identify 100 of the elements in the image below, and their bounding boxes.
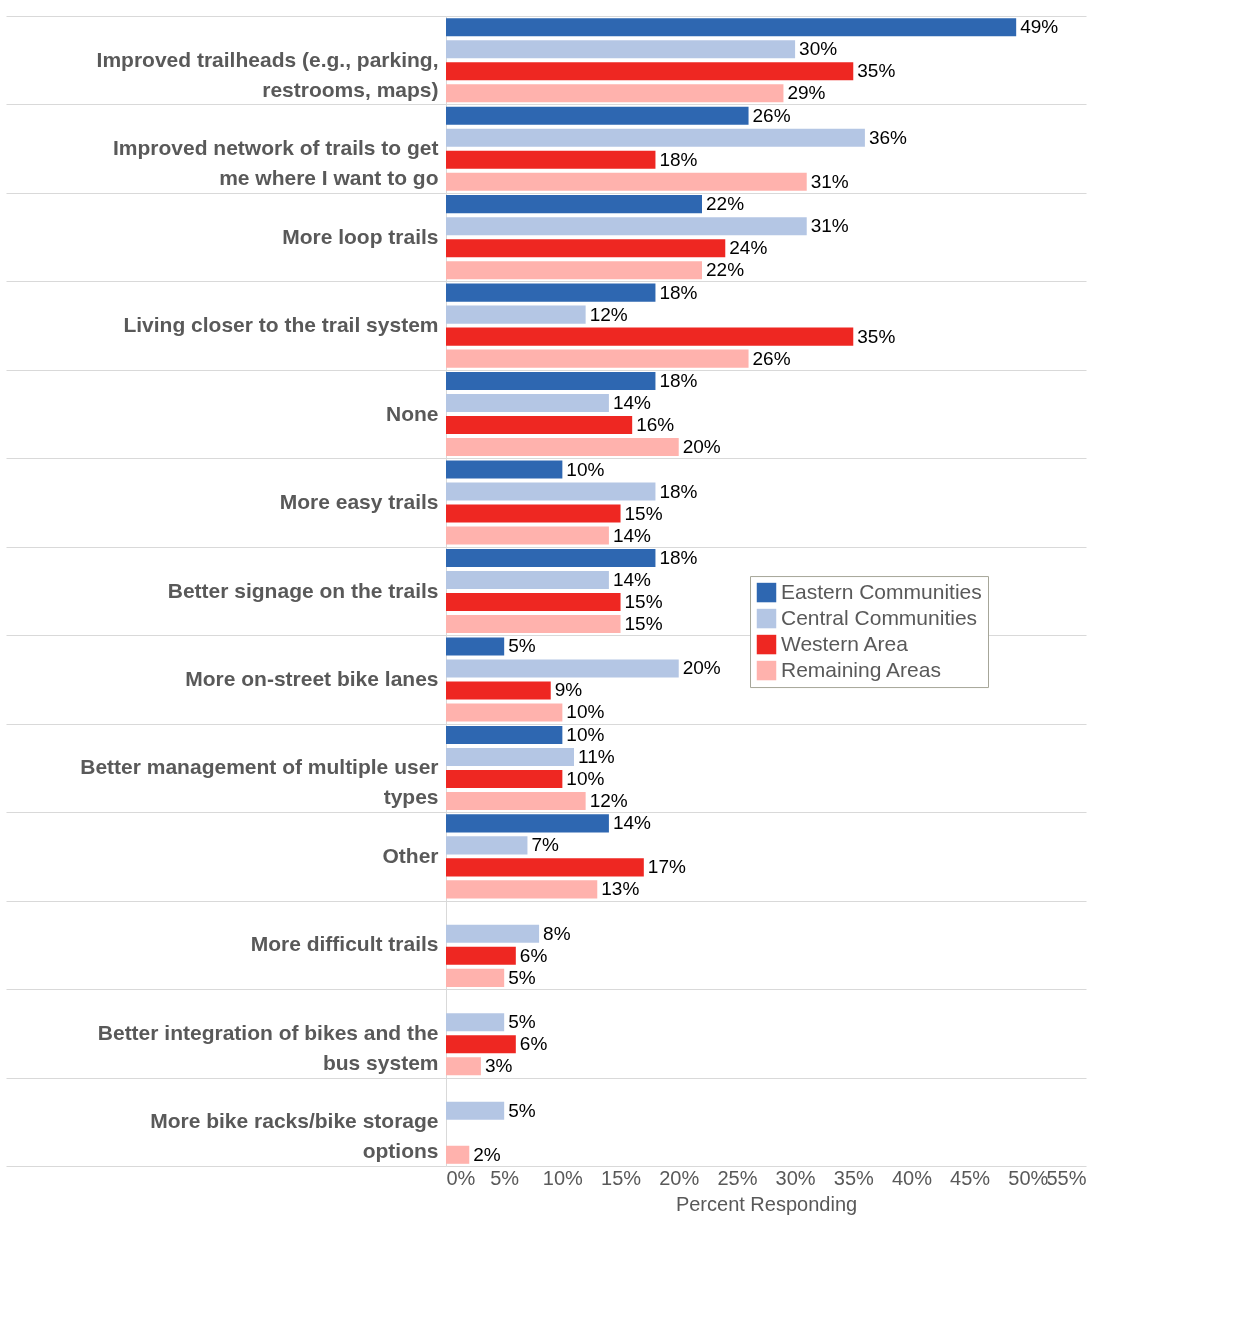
bar bbox=[446, 548, 656, 568]
bar bbox=[446, 482, 656, 501]
x-tick-label: 5% bbox=[490, 1166, 520, 1189]
data-label: 7% bbox=[531, 834, 560, 856]
data-label: 14% bbox=[612, 569, 652, 590]
x-tick-label: 35% bbox=[833, 1166, 874, 1189]
bar bbox=[446, 195, 702, 214]
y-tick-label: More loop trails bbox=[282, 224, 439, 248]
bar bbox=[446, 261, 702, 280]
x-tick-label: 45% bbox=[950, 1166, 991, 1189]
x-tick-label: 55% bbox=[1046, 1166, 1087, 1189]
bar bbox=[446, 150, 656, 169]
bar bbox=[446, 637, 505, 656]
data-label: 18% bbox=[659, 148, 698, 170]
bar bbox=[446, 305, 586, 324]
bar bbox=[446, 327, 854, 346]
data-label: 26% bbox=[752, 104, 791, 126]
bar bbox=[446, 1057, 481, 1076]
bar bbox=[446, 239, 726, 258]
data-label: 12% bbox=[589, 789, 628, 811]
data-label: 35% bbox=[857, 325, 896, 347]
bar bbox=[446, 791, 586, 810]
data-label: 10% bbox=[566, 458, 605, 480]
data-label: 9% bbox=[554, 679, 583, 701]
data-label: 5% bbox=[508, 1011, 536, 1033]
data-label: 35% bbox=[857, 60, 896, 82]
bar bbox=[446, 836, 528, 855]
data-label: 14% bbox=[612, 392, 652, 414]
bar bbox=[446, 526, 609, 545]
data-label: 26% bbox=[752, 347, 791, 369]
data-label: 18% bbox=[659, 480, 698, 502]
y-tick-label: None bbox=[386, 401, 439, 425]
bar bbox=[446, 703, 563, 722]
x-tick-label: 40% bbox=[891, 1166, 933, 1189]
data-label: 18% bbox=[659, 281, 698, 303]
bar bbox=[446, 438, 679, 457]
x-axis-title: Percent Responding bbox=[675, 1192, 858, 1215]
bar bbox=[446, 18, 1017, 37]
bar bbox=[446, 814, 609, 833]
bar bbox=[446, 858, 644, 877]
bar bbox=[446, 592, 621, 612]
data-label: 30% bbox=[799, 38, 838, 60]
y-tick-label: More easy trails bbox=[279, 490, 439, 514]
legend-label: Eastern Communities bbox=[781, 579, 982, 603]
data-label: 36% bbox=[868, 126, 908, 148]
y-tick-label: More bike racks/bike storage options bbox=[150, 1109, 439, 1163]
legend-label: Central Communities bbox=[781, 605, 978, 629]
data-label: 20% bbox=[682, 436, 721, 458]
bar bbox=[446, 747, 574, 766]
bar bbox=[446, 1013, 505, 1032]
y-tick-label: Better integration of bikes and the bus system bbox=[97, 1020, 439, 1074]
bar bbox=[446, 349, 749, 368]
data-label: 29% bbox=[787, 82, 826, 104]
data-label: 10% bbox=[566, 767, 605, 789]
bar bbox=[446, 128, 865, 147]
bar bbox=[446, 614, 621, 634]
data-label: 6% bbox=[519, 944, 548, 966]
bar bbox=[446, 394, 609, 413]
data-label: 5% bbox=[508, 1099, 536, 1121]
data-label: 6% bbox=[519, 1033, 548, 1055]
y-tick-label: Better signage on the trails bbox=[167, 578, 439, 602]
bar bbox=[446, 460, 563, 479]
x-tick-label: 0% bbox=[446, 1166, 476, 1189]
bar bbox=[446, 84, 784, 103]
bar bbox=[446, 968, 505, 987]
bar bbox=[446, 1035, 516, 1054]
data-label: 13% bbox=[601, 878, 640, 900]
x-tick-label: 25% bbox=[717, 1166, 758, 1189]
data-label: 2% bbox=[473, 1143, 501, 1165]
bar bbox=[446, 416, 633, 435]
bar bbox=[446, 217, 807, 236]
legend-label: Remaining Areas bbox=[781, 657, 941, 681]
bar bbox=[446, 372, 656, 391]
data-label: 5% bbox=[508, 966, 536, 988]
bar bbox=[446, 1101, 505, 1120]
data-label: 22% bbox=[706, 193, 745, 215]
data-label: 12% bbox=[589, 303, 628, 325]
data-label: 24% bbox=[729, 237, 768, 259]
bar bbox=[446, 659, 679, 678]
data-label: 18% bbox=[659, 370, 698, 392]
bar bbox=[446, 504, 621, 523]
data-label: 31% bbox=[810, 170, 849, 192]
data-label: 3% bbox=[484, 1055, 513, 1077]
bar bbox=[446, 681, 551, 700]
data-label: 18% bbox=[659, 546, 698, 568]
y-tick-label: More on-street bike lanes bbox=[185, 666, 439, 690]
data-label: 20% bbox=[682, 657, 721, 679]
data-label: 10% bbox=[566, 723, 605, 745]
bar bbox=[446, 1145, 470, 1164]
data-label: 15% bbox=[624, 502, 663, 524]
bar bbox=[446, 880, 598, 899]
data-label: 17% bbox=[647, 856, 686, 878]
x-tick-label: 10% bbox=[542, 1166, 584, 1189]
data-label: 15% bbox=[624, 613, 663, 635]
data-label: 15% bbox=[624, 591, 663, 612]
bar bbox=[446, 106, 749, 125]
bar bbox=[446, 172, 807, 191]
y-tick-label: Improved network of trails to get me where I want to go bbox=[112, 136, 439, 190]
data-label: 10% bbox=[566, 701, 605, 723]
y-tick-label: Living closer to the trail system bbox=[123, 313, 439, 337]
